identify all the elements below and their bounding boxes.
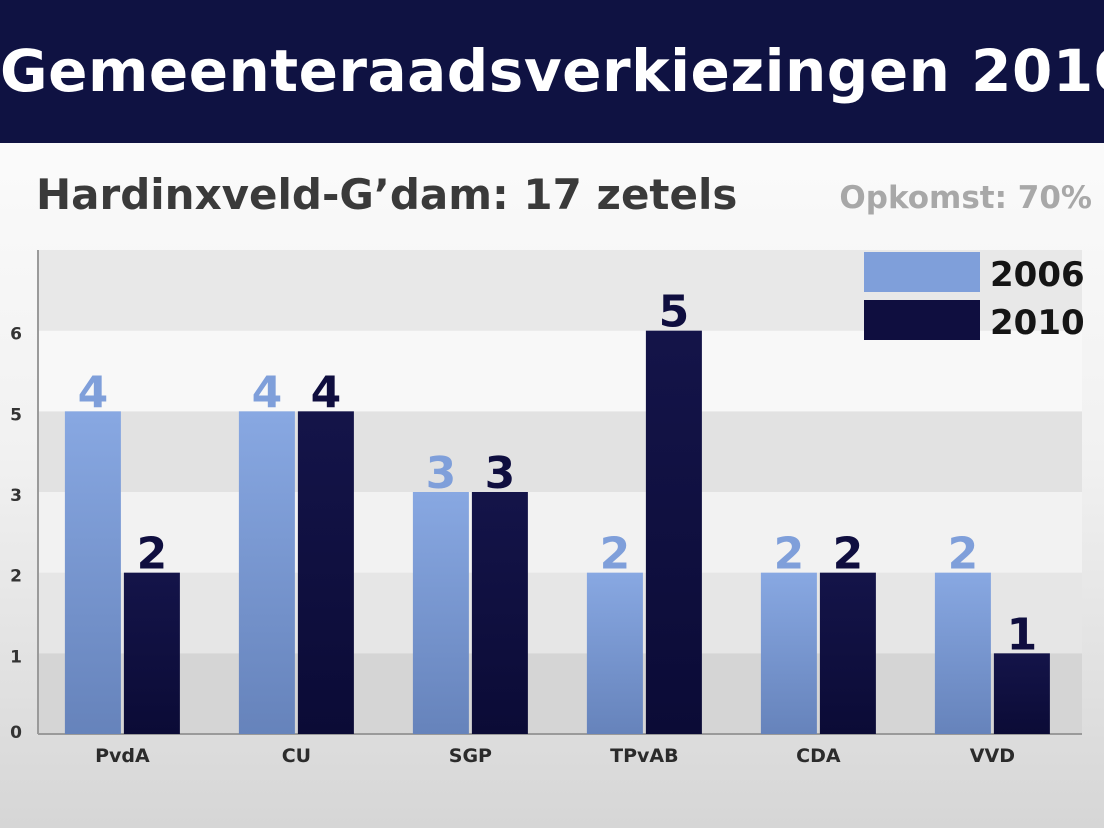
x-tick-label: CU <box>282 745 311 767</box>
y-tick-label: 0 <box>10 723 22 743</box>
y-tick-label: 5 <box>10 405 22 425</box>
data-label: 4 <box>78 367 109 418</box>
bar-2010-cu <box>297 411 354 734</box>
bar-2010-tpvab <box>645 330 702 734</box>
data-label: 1 <box>1007 609 1038 660</box>
bar-2006-sgp <box>412 492 469 734</box>
data-label: 2 <box>774 529 805 580</box>
page-title: Gemeenteraadsverkiezingen 2010 <box>0 37 1104 105</box>
bar-2010-vvd <box>993 653 1050 734</box>
legend-label-2006: 2006 <box>990 255 1085 295</box>
legend: 2006 2010 <box>864 252 1085 343</box>
legend-item-2006: 2006 <box>864 252 1085 295</box>
grid-band <box>38 653 1082 734</box>
bar-2006-vvd <box>934 572 991 734</box>
bar-2006-cu <box>238 411 295 734</box>
turnout-label: Opkomst: 70% <box>839 180 1092 216</box>
legend-label-2010: 2010 <box>990 303 1085 343</box>
bar-2006-pvda <box>64 411 121 734</box>
x-tick-label: PvdA <box>95 745 150 767</box>
data-label: 4 <box>252 367 283 418</box>
chart-subtitle: Hardinxveld-G’dam: 17 zetels <box>36 170 738 219</box>
data-label: 3 <box>426 448 457 499</box>
grid-bands <box>38 250 1082 734</box>
data-label: 2 <box>833 529 864 580</box>
bar-2010-sgp <box>471 492 528 734</box>
bar-2010-pvda <box>123 572 180 734</box>
data-label: 2 <box>137 529 168 580</box>
bar-2010-cda <box>819 572 876 734</box>
y-tick-label: 3 <box>10 486 22 506</box>
x-tick-label: VVD <box>970 745 1015 767</box>
header-bar: Gemeenteraadsverkiezingen 2010 <box>0 0 1104 143</box>
y-tick-label: 1 <box>10 647 22 667</box>
grid-band <box>38 411 1082 492</box>
data-label: 2 <box>600 529 631 580</box>
legend-swatch-2010 <box>864 300 980 340</box>
legend-swatch-2006 <box>864 252 980 292</box>
grid-band <box>38 572 1082 654</box>
grid-band <box>38 492 1082 573</box>
x-tick-label: SGP <box>449 745 492 767</box>
data-label: 4 <box>311 367 342 418</box>
bar-2006-tpvab <box>586 572 643 734</box>
legend-item-2010: 2010 <box>864 300 1085 343</box>
bar-2006-cda <box>760 572 817 734</box>
bars <box>64 330 1050 734</box>
grid-band <box>38 330 1082 412</box>
data-label: 5 <box>659 287 690 338</box>
data-label: 3 <box>485 448 516 499</box>
y-tick-label: 2 <box>10 567 22 587</box>
data-label: 2 <box>948 529 979 580</box>
y-tick-label: 6 <box>10 325 22 345</box>
x-tick-label: TPvAB <box>610 745 678 767</box>
x-tick-label: CDA <box>796 745 841 767</box>
